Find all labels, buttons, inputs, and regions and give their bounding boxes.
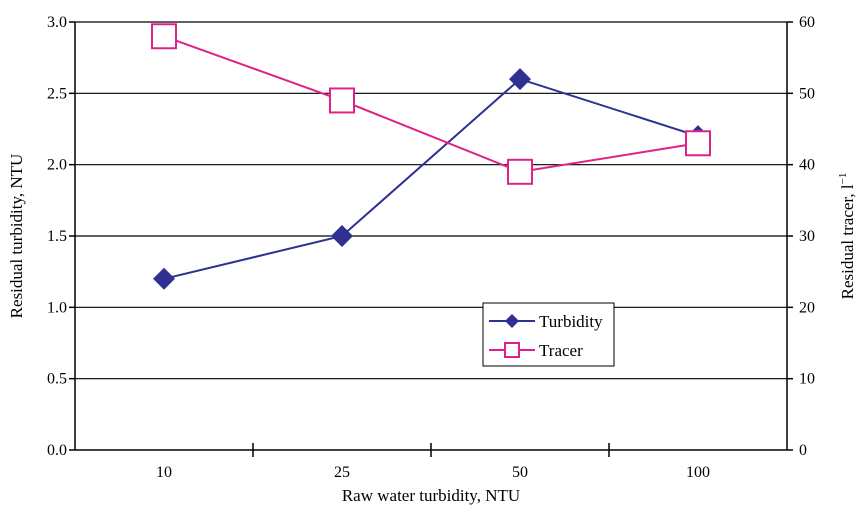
legend-tracer-square-icon xyxy=(504,342,520,358)
legend-turbidity-label: Turbidity xyxy=(539,312,603,331)
right-axis-title: Residual tracer, l−1 xyxy=(837,173,857,300)
right-axis-title-main: Residual tracer, l xyxy=(838,184,857,299)
data-point-tracer xyxy=(329,87,355,114)
right-axis-title-superscript: −1 xyxy=(837,173,849,185)
data-point-tracer xyxy=(151,23,177,50)
data-point-turbidity xyxy=(153,267,175,290)
x-tick-label: 25 xyxy=(334,464,350,481)
legend-tracer-label: Tracer xyxy=(539,341,583,360)
data-point-tracer xyxy=(507,158,533,185)
y-right-tick-label: 50 xyxy=(799,85,815,102)
series-line-turbidity xyxy=(163,77,699,280)
y-right-tick-label: 30 xyxy=(799,228,815,245)
y-left-tick-label: 3.0 xyxy=(47,14,67,31)
x-tick-label: 10 xyxy=(156,464,172,481)
x-tick-label: 50 xyxy=(512,464,528,481)
legend-turbidity-diamond-icon xyxy=(505,314,519,328)
y-right-tick-label: 0 xyxy=(799,442,807,459)
y-left-tick-label: 0.0 xyxy=(47,442,67,459)
y-left-tick-label: 2.0 xyxy=(47,157,67,174)
y-left-tick-label: 2.5 xyxy=(47,85,67,102)
data-point-turbidity xyxy=(509,68,531,91)
gridlines xyxy=(75,21,787,380)
axis-ticks: 0.0 0.5 1.0 1.5 2.0 2.5 3.0 0 10 20 30 40 50 60 10 25 50… xyxy=(47,14,815,481)
x-axis-title: Raw water turbidity, NTU xyxy=(342,486,520,505)
legend: Turbidity Tracer xyxy=(482,302,615,367)
y-right-tick-label: 60 xyxy=(799,14,815,31)
y-left-tick-label: 1.0 xyxy=(47,299,67,316)
series-layer xyxy=(151,23,711,290)
legend-item-tracer: Tracer xyxy=(489,341,583,360)
legend-item-turbidity: Turbidity xyxy=(489,312,603,331)
left-axis-title: Residual turbidity, NTU xyxy=(7,154,26,319)
y-right-tick-label: 10 xyxy=(799,371,815,388)
y-right-tick-label: 20 xyxy=(799,299,815,316)
y-right-tick-label: 40 xyxy=(799,157,815,174)
x-tick-label: 100 xyxy=(686,464,710,481)
data-point-turbidity xyxy=(331,225,353,247)
data-point-tracer xyxy=(685,130,711,157)
series-line-tracer xyxy=(163,35,699,173)
y-left-tick-label: 0.5 xyxy=(47,371,67,388)
y-left-tick-label: 1.5 xyxy=(47,228,67,245)
